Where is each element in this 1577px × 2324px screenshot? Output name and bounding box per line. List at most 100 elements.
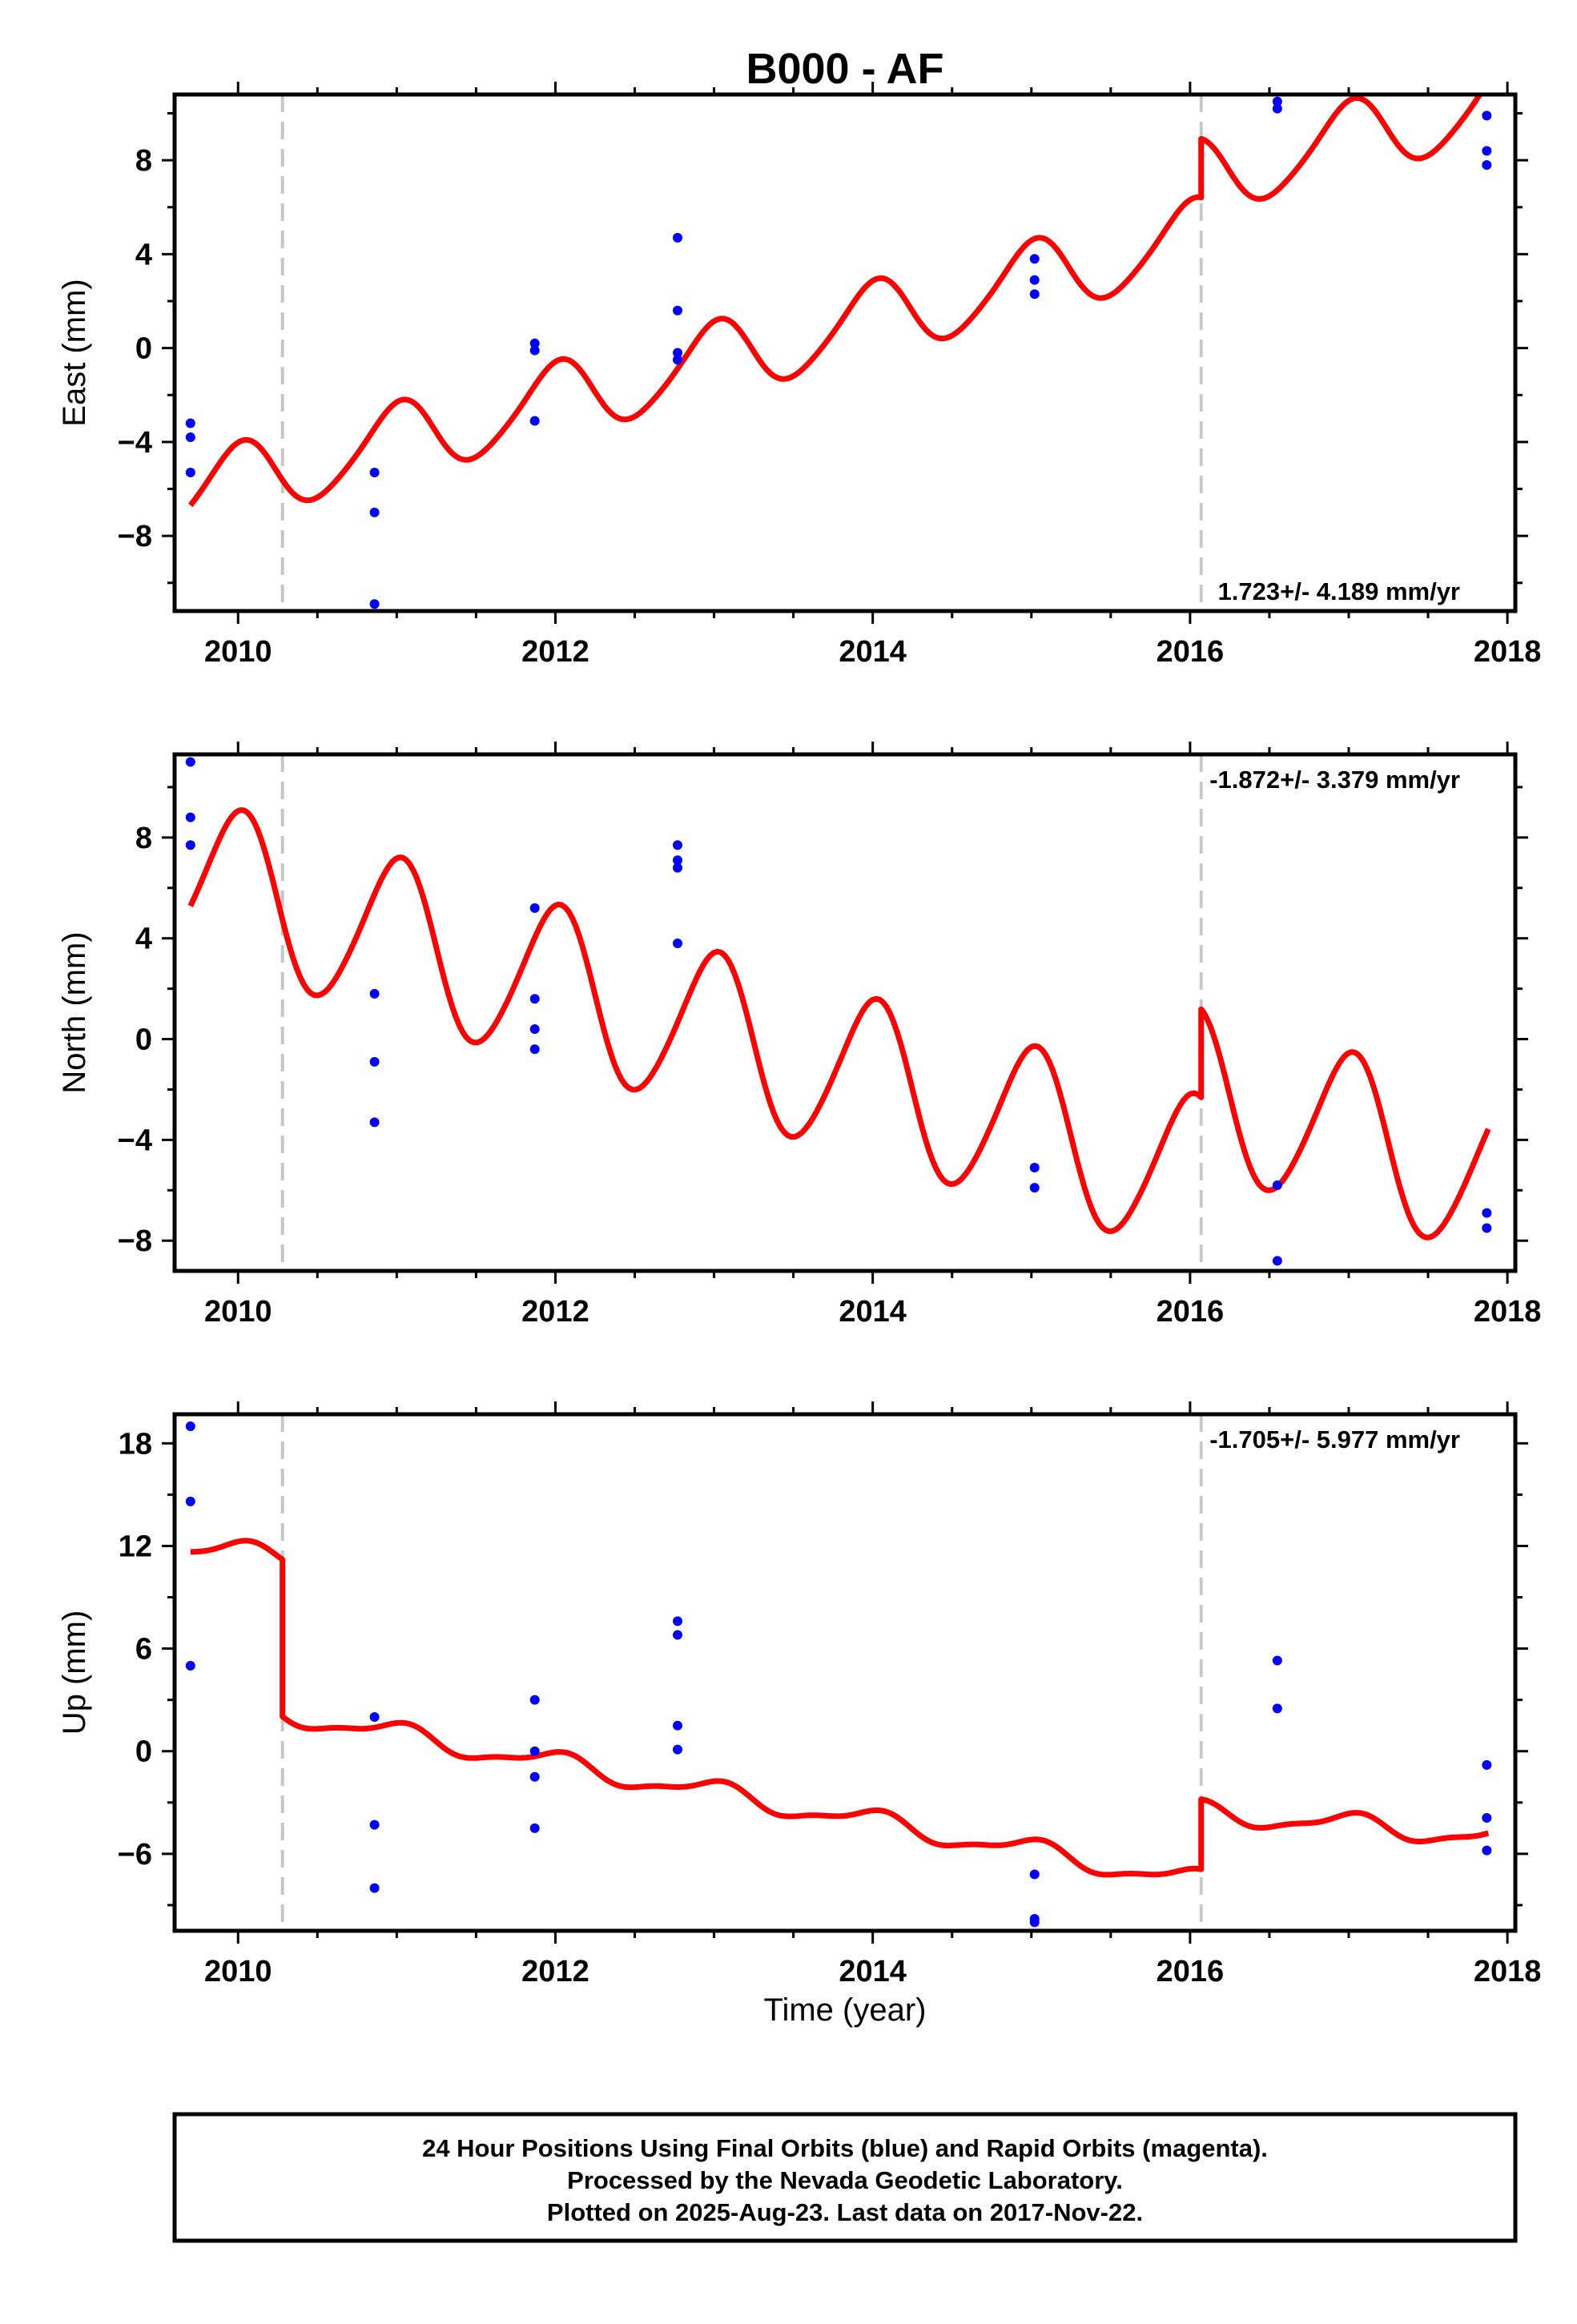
north-data-point xyxy=(672,938,682,948)
up-data-point xyxy=(529,1771,540,1782)
up-data-point xyxy=(369,1883,380,1893)
east-data-point xyxy=(185,432,195,443)
east-data-point xyxy=(1029,289,1040,300)
east-x-tick-label: 2014 xyxy=(839,635,907,669)
chart-title: B000 - AF xyxy=(746,45,943,93)
east-data-point xyxy=(1482,146,1492,156)
east-data-point xyxy=(672,232,682,243)
north-data-point xyxy=(1029,1163,1040,1172)
east-data-point xyxy=(1272,103,1282,114)
up-data-point xyxy=(1272,1703,1282,1714)
north-data-point xyxy=(529,1023,540,1034)
east-rate-label: 1.723+/- 4.189 mm/yr xyxy=(1218,577,1460,605)
east-panel: 2010 2012 2014 2016 2018 −8 −4 0 4 8 East (mm) 1.72… xyxy=(57,82,1541,669)
east-x-tick-label: 2016 xyxy=(1157,635,1225,669)
up-x-tick-label: 2014 xyxy=(839,1955,907,1988)
east-data-point xyxy=(672,348,682,358)
east-y-tick-label: −8 xyxy=(118,520,152,553)
east-data-point xyxy=(369,468,380,478)
north-x-tick-label: 2012 xyxy=(521,1295,589,1329)
up-data-point xyxy=(529,1695,540,1705)
up-y-tick-label: 6 xyxy=(135,1633,152,1667)
up-y-tick-label: 0 xyxy=(135,1735,152,1769)
east-data-point xyxy=(1029,275,1040,285)
east-x-tick-label: 2010 xyxy=(204,635,272,669)
up-data-point xyxy=(529,1823,540,1833)
up-data-point xyxy=(1029,1869,1040,1880)
up-x-tick-label: 2016 xyxy=(1157,1955,1225,1988)
north-data-point xyxy=(185,840,195,850)
east-y-tick-label: −4 xyxy=(118,426,152,460)
north-x-tick-label: 2018 xyxy=(1474,1295,1542,1329)
north-rate-label: -1.872+/- 3.379 mm/yr xyxy=(1209,766,1460,794)
x-axis-label: Time (year) xyxy=(764,1992,927,2028)
north-data-point xyxy=(672,862,682,873)
north-y-tick-label: −8 xyxy=(118,1224,152,1258)
up-data-point xyxy=(1482,1845,1492,1856)
east-y-tick-label: 8 xyxy=(135,144,152,178)
up-data-point xyxy=(185,1421,195,1431)
up-y-tick-label: −6 xyxy=(118,1838,152,1872)
up-data-point xyxy=(672,1616,682,1626)
north-x-tick-label: 2016 xyxy=(1157,1295,1225,1329)
east-data-point xyxy=(1482,159,1492,170)
east-data-point xyxy=(1272,96,1282,107)
up-data-point xyxy=(1482,1813,1492,1823)
north-data-point xyxy=(1272,1256,1282,1266)
north-data-point xyxy=(1029,1183,1040,1193)
up-plot-frame xyxy=(172,1412,1518,1933)
north-data-point xyxy=(529,903,540,913)
footer-box: 24 Hour Positions Using Final Orbits (bl… xyxy=(172,2112,1518,2243)
up-data-point xyxy=(672,1720,682,1731)
up-y-tick-label: 12 xyxy=(119,1530,152,1563)
north-y-tick-label: 8 xyxy=(135,822,152,855)
east-x-tick-label: 2018 xyxy=(1474,635,1542,669)
north-y-tick-label: 4 xyxy=(135,923,152,956)
up-data-point xyxy=(185,1496,195,1506)
footer-line-2: Processed by the Nevada Geodetic Laborat… xyxy=(567,2166,1123,2194)
east-data-point xyxy=(529,416,540,426)
up-x-tick-label: 2012 xyxy=(521,1955,589,1988)
up-rate-label: -1.705+/- 5.977 mm/yr xyxy=(1209,1425,1460,1454)
north-y-tick-label: 0 xyxy=(135,1023,152,1057)
north-y-axis-label: North (mm) xyxy=(57,931,92,1093)
north-x-tick-label: 2010 xyxy=(204,1295,272,1329)
north-x-tick-label: 2014 xyxy=(839,1295,907,1329)
east-data-point xyxy=(529,345,540,356)
east-data-point xyxy=(672,305,682,316)
up-model-curve xyxy=(187,1538,1491,1878)
north-data-point xyxy=(672,855,682,866)
north-data-point xyxy=(672,840,682,850)
north-model-curve xyxy=(187,807,1491,1240)
footer-line-3: Plotted on 2025-Aug-23. Last data on 201… xyxy=(547,2198,1143,2226)
east-x-tick-label: 2012 xyxy=(521,635,589,669)
east-data-point xyxy=(369,599,380,609)
east-data-point xyxy=(1029,254,1040,264)
up-data-point xyxy=(672,1744,682,1755)
east-y-axis-label: East (mm) xyxy=(57,279,92,426)
up-data-point xyxy=(1272,1655,1282,1666)
east-plot-frame xyxy=(172,92,1518,613)
east-data-point xyxy=(529,338,540,348)
east-data-point xyxy=(185,468,195,478)
north-y-tick-label: −4 xyxy=(118,1124,152,1157)
north-data-point xyxy=(369,1117,380,1128)
north-panel: 2010 2012 2014 2016 2018 −8 −4 0 4 8 North (mm) -1.… xyxy=(57,742,1541,1329)
up-data-point xyxy=(369,1712,380,1723)
up-data-point xyxy=(185,1660,195,1671)
east-y-tick-label: 0 xyxy=(135,332,152,366)
north-data-point xyxy=(529,994,540,1004)
north-data-point xyxy=(185,757,195,767)
north-data-point xyxy=(1482,1208,1492,1218)
up-y-tick-label: 18 xyxy=(119,1427,152,1461)
up-data-point xyxy=(672,1630,682,1640)
east-data-point xyxy=(185,418,195,428)
north-data-point xyxy=(369,1056,380,1067)
north-plot-frame xyxy=(172,752,1518,1273)
north-data-point xyxy=(1482,1223,1492,1233)
up-data-point xyxy=(529,1746,540,1756)
north-data-point xyxy=(1272,1180,1282,1191)
up-y-axis-label: Up (mm) xyxy=(57,1610,92,1735)
east-data-point xyxy=(1482,111,1492,121)
